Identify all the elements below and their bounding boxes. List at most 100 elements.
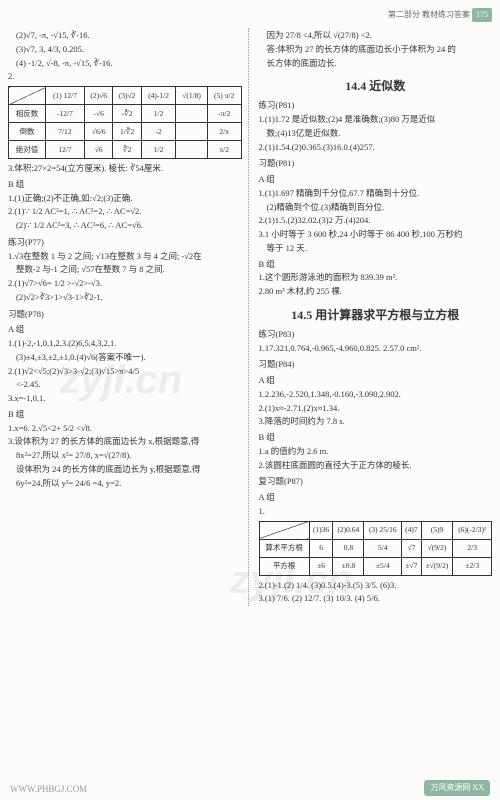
- exercise-label: 练习(P81): [259, 99, 493, 112]
- table-cell: π/2: [207, 141, 241, 159]
- footer-badge: 万风资源网 XX: [424, 780, 490, 796]
- answer-line: 2.(1)∵ 1/2 AC²=1, ∴ AC²=2, ∴ AC=√2.: [8, 205, 242, 218]
- answer-line: 3.体积:27×2=54(立方厘米). 棱长: ∛54厘米.: [8, 162, 242, 175]
- table-cell: ±5/4: [364, 557, 402, 575]
- answer-line: 整数-2 与-1 之间; √57在整数 7 与 8 之间.: [8, 263, 242, 276]
- table-header: (2)0.64: [333, 521, 364, 539]
- exercise-label: 习题(P78): [8, 308, 242, 321]
- table-cell: 7/12: [45, 123, 84, 141]
- answer-line: (3)√7, 3, 4/3, 0.205.: [8, 43, 242, 56]
- answer-line: 3.(1) 7/6. (2) 12/7. (3) 10/3. (4) 5/6.: [259, 592, 493, 605]
- table-header: (5) π/2: [207, 87, 241, 105]
- table-row-label: 倒数: [9, 123, 46, 141]
- table-diagonal-cell: [259, 521, 309, 539]
- answer-line: 2.该圆柱底面圆的直径大于正方体的棱长.: [259, 459, 493, 472]
- answer-line: (2)√7, -π, -√15, ∛-16.: [8, 29, 242, 42]
- table-cell: 5/4: [364, 539, 402, 557]
- table-cell: 1/2: [141, 105, 176, 123]
- answer-line: 2.(1)1.5.(2)32.02.(3)2 万.(4)204.: [259, 214, 493, 227]
- question-number: 1.: [259, 505, 493, 518]
- exercise-label: 习题(P81): [259, 157, 493, 170]
- exercise-label: 习题(P84): [259, 358, 493, 371]
- table-cell: ±√(9/2): [421, 557, 453, 575]
- table-cell: ±√7: [402, 557, 421, 575]
- exercise-label: 练习(P77): [8, 236, 242, 249]
- answer-line: 2.80 m³ 木材,约 255 棵.: [259, 285, 493, 298]
- answer-line: 2.(1)-1.(2) 1/4. (3)0.5.(4)-3.(5) 3/5. (…: [259, 579, 493, 592]
- table-row-label: 平方根: [259, 557, 309, 575]
- table-header: (4)7: [402, 521, 421, 539]
- table-cell: √(9/2): [421, 539, 453, 557]
- group-label: B 组: [8, 408, 242, 421]
- answer-line: 3.降落的时间约为 7.8 s.: [259, 415, 493, 428]
- group-label: A 组: [259, 491, 493, 504]
- answer-line: (3)±4,±3,±2,±1,0.(4)√6(答案不唯一).: [8, 351, 242, 364]
- table-header: (3) 25/16: [364, 521, 402, 539]
- answer-line: 数;(4)13亿是近似数.: [259, 127, 493, 140]
- answer-line: (2)√2>∛3>1>√3-1>∛2-1.: [8, 291, 242, 304]
- table-row-label: 绝对值: [9, 141, 46, 159]
- left-column: (2)√7, -π, -√15, ∛-16. (3)√7, 3, 4/3, 0.…: [8, 28, 249, 606]
- page-number: 175: [472, 8, 492, 22]
- answer-table: (1)36 (2)0.64 (3) 25/16 (4)7 (5)9 (6)(-2…: [259, 521, 493, 576]
- answer-line: 2.(1)1.54.(2)0.365.(3)16.0.(4)257.: [259, 141, 493, 154]
- answer-line: (4) -1/2, √-8, -π, -√15, ∛-16.: [8, 57, 242, 70]
- answer-line: 等于 12 天.: [259, 242, 493, 255]
- table-cell: 1/∛2: [113, 123, 141, 141]
- answer-line: 8x²=27,所以 x²= 27/8, x=√(27/8).: [8, 449, 242, 462]
- section-title: 14.5 用计算器求平方根与立方根: [259, 306, 493, 324]
- table-cell: 6: [309, 539, 333, 557]
- group-label: A 组: [259, 173, 493, 186]
- answer-line: 1.17.321,0.764,-0.965,-4.960,0.825. 2.57…: [259, 342, 493, 355]
- table-cell: 2/π: [207, 123, 241, 141]
- table-cell: -12/7: [45, 105, 84, 123]
- table-cell: -2: [141, 123, 176, 141]
- table-cell: ±6: [309, 557, 333, 575]
- part-label: 第二部分 教材练习答案: [388, 10, 470, 19]
- table-header: (6)(-2/3)²: [453, 521, 492, 539]
- table-cell: ±0.8: [333, 557, 364, 575]
- group-label: B 组: [259, 431, 493, 444]
- table-cell: ±2/3: [453, 557, 492, 575]
- table-cell: √6: [85, 141, 113, 159]
- table-cell: ∛2: [113, 141, 141, 159]
- table-header: (1)36: [309, 521, 333, 539]
- table-cell: -∛2: [113, 105, 141, 123]
- answer-line: 1.a 的值约为 2.6 m.: [259, 445, 493, 458]
- answer-line: (2)∵ 1/2 AC²=3, ∴ AC²=6, ∴ AC=√6.: [8, 219, 242, 232]
- table-cell: [176, 123, 207, 141]
- group-label: A 组: [259, 374, 493, 387]
- answer-line: 1.(1)正确;(2)不正确,如:√2;(3)正确.: [8, 192, 242, 205]
- question-number: 2.: [8, 70, 242, 83]
- answer-line: 1.(1)1.72 是近似数;(2)4 是准确数;(3)80 万是近似: [259, 113, 493, 126]
- answer-line: 1.这个圆形游泳池的面积为 839.39 m².: [259, 271, 493, 284]
- answer-line: 3.设体积为 27 的长方体的底面边长为 x,根据题意,得: [8, 435, 242, 448]
- table-cell: 12/7: [45, 141, 84, 159]
- section-title: 14.4 近似数: [259, 77, 493, 95]
- table-cell: √7: [402, 539, 421, 557]
- group-label: B 组: [8, 178, 242, 191]
- answer-line: <-2.45.: [8, 378, 242, 391]
- answer-line: 2.(1)√2<√5;(2)√3>3-√2;(3)√15>π>4/5: [8, 365, 242, 378]
- content-columns: (2)√7, -π, -√15, ∛-16. (3)√7, 3, 4/3, 0.…: [8, 28, 492, 606]
- table-row-label: 算术平方根: [259, 539, 309, 557]
- table-row-label: 相反数: [9, 105, 46, 123]
- page-header: 第二部分 教材练习答案 175: [8, 8, 492, 22]
- table-cell: 0.8: [333, 539, 364, 557]
- answer-line: 2.(1)x≈-2.71.(2)x≈1.34.: [259, 402, 493, 415]
- answer-line: 1.(1)-2,-1,0,1,2,3.(2)6,5,4,3,2,1.: [8, 337, 242, 350]
- answer-line: 1.2.236,-2.520,1.348,-0.160,-3.090,2.902…: [259, 388, 493, 401]
- table-cell: -π/2: [207, 105, 241, 123]
- answer-line: 因为 27/8 <4,所以 √(27/8) <2.: [259, 29, 493, 42]
- table-header: (4)-1/2: [141, 87, 176, 105]
- answer-line: 1.x=6. 2.√5<2+ 5/2 <√8.: [8, 422, 242, 435]
- table-header: (2)√6: [85, 87, 113, 105]
- table-cell: √6/6: [85, 123, 113, 141]
- group-label: B 组: [259, 258, 493, 271]
- group-label: A 组: [8, 323, 242, 336]
- footer-url: WWW.PHBGJ.COM: [10, 783, 87, 797]
- table-header: (3)√2: [113, 87, 141, 105]
- exercise-label: 练习(P83): [259, 328, 493, 341]
- table-cell: -√6: [85, 105, 113, 123]
- table-header: (1) 12/7: [45, 87, 84, 105]
